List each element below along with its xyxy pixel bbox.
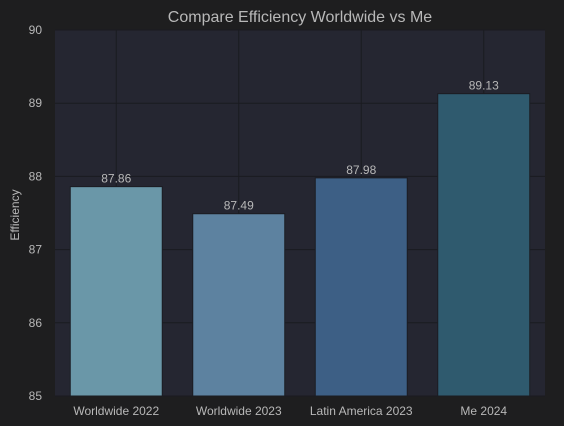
x-axis: Worldwide 2022 Worldwide 2023 Latin Americ… <box>73 404 507 418</box>
bar <box>192 213 286 397</box>
y-tick-label: 90 <box>29 23 43 37</box>
y-tick-label: 85 <box>29 389 43 403</box>
bar-value-label: 87.49 <box>224 199 254 213</box>
bar-value-label: 87.98 <box>346 163 376 177</box>
value-labels: 87.86 87.49 87.98 89.13 <box>101 79 499 213</box>
bar <box>437 93 531 397</box>
y-axis: 85 86 87 88 89 90 <box>29 23 43 403</box>
x-tick-label: Worldwide 2023 <box>196 404 282 418</box>
x-tick-label: Latin America 2023 <box>310 404 413 418</box>
bar <box>314 177 408 397</box>
y-tick-label: 88 <box>29 169 43 183</box>
bar-value-label: 89.13 <box>469 79 499 93</box>
bar <box>69 186 163 397</box>
y-axis-label: Efficiency <box>8 189 22 240</box>
y-tick-label: 86 <box>29 316 43 330</box>
y-tick-label: 89 <box>29 96 43 110</box>
x-tick-label: Me 2024 <box>460 404 507 418</box>
x-tick-label: Worldwide 2022 <box>73 404 159 418</box>
y-tick-label: 87 <box>29 243 43 257</box>
chart-title: Compare Efficiency Worldwide vs Me <box>168 9 432 26</box>
bars <box>69 93 531 397</box>
bar-value-label: 87.86 <box>101 172 131 186</box>
